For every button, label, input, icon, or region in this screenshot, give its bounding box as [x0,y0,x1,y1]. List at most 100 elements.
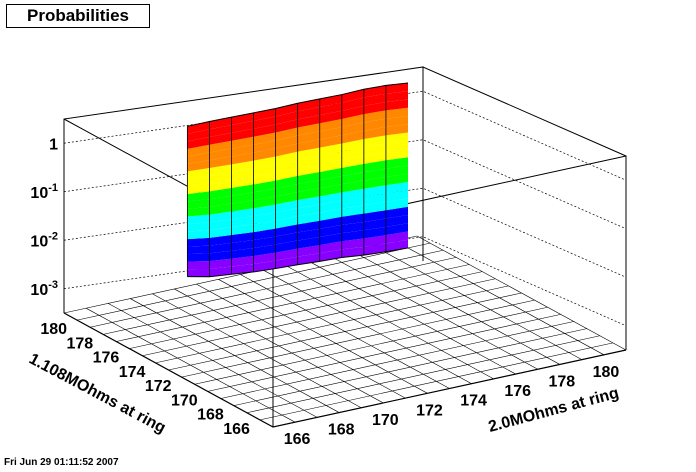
surface-band [187,121,210,134]
surface-band [231,152,254,165]
surface-band [363,93,386,106]
surface-band [297,220,320,233]
surface-band [385,124,408,136]
surface-band [341,205,364,217]
surface-band [231,240,254,251]
surface-band [209,266,232,277]
surface-band [385,107,408,119]
surface-band [341,105,364,120]
surface-band [319,192,342,205]
surface-band [231,144,254,157]
surface-band [319,110,342,124]
surface-band [341,147,364,160]
surface-band [385,181,408,194]
surface-band [363,160,386,173]
surface-band [341,130,364,144]
floor-gridline [155,285,509,364]
surface-band [209,125,232,138]
surface-band [319,224,342,237]
surface-band [209,164,232,176]
surface-band [319,216,342,229]
floor-gridline [90,249,444,328]
surface-band [385,190,408,202]
surface-band [341,89,364,103]
surface-band [341,180,364,193]
surface-band [319,200,342,213]
surface-band [363,135,386,148]
z-tick-label: 10-2 [30,230,58,250]
surface-band [297,163,320,176]
surface-band [341,155,364,168]
surface-band [297,155,320,168]
surface-band [253,220,276,233]
surface-band [187,175,210,187]
surface-band [319,233,342,246]
surface-band [297,212,320,225]
surface-ridge [187,82,409,127]
x-tick-label: 180 [593,364,620,381]
surface-band [253,212,276,225]
x-tick-label: 170 [372,412,399,429]
surface-band [209,117,232,130]
surface-band [275,183,298,197]
surface-band [341,238,364,250]
surface-band [209,195,232,207]
surface-band [187,183,210,194]
surface-band [275,224,298,237]
y-tick-label: 168 [197,407,224,424]
y-tick-label: 178 [66,335,93,352]
surface-band [341,163,364,177]
surface-base [187,247,409,278]
surface-band [253,252,276,264]
surface-band [209,203,232,215]
surface-band [385,165,408,177]
surface-band [253,108,276,121]
surface-band [385,99,408,111]
floor-gridline [262,269,472,384]
x-tick-label: 178 [548,373,575,390]
surface-band [319,167,342,181]
y-tick-label: 172 [145,378,172,395]
surface-band [253,180,276,193]
surface-band [231,128,254,141]
x-tick-label: 168 [328,422,355,439]
floor-gridline [168,292,522,371]
surface-band [385,132,408,144]
floor-gridline [129,271,483,349]
surface-band [341,97,364,111]
surface-band [275,103,298,117]
surface-band [385,140,408,152]
wall-gridline [63,90,627,181]
surface-band [187,144,210,157]
surface-band [385,231,408,244]
y-tick-label: 170 [171,392,198,409]
surface-band [253,140,276,153]
surface-band [231,200,254,212]
surface-band [341,246,364,258]
surface-band [187,245,210,255]
x-tick-label: 172 [416,402,443,419]
surface-band [275,175,298,189]
surface-band [187,137,210,149]
surface-band [297,228,320,241]
surface-band [319,176,342,189]
surface-band [385,214,408,227]
surface-band [253,148,276,161]
wall-gridline [63,187,627,278]
floor-gridline [328,254,538,370]
surface-band [363,127,386,140]
surface-band [363,118,386,131]
surface-band [363,226,386,239]
x-tick-label: 176 [504,383,531,400]
surface-band [253,196,276,209]
surface-band [363,176,386,189]
z-tick-label: 10-3 [30,279,58,299]
surface-band [319,127,342,140]
surface-band [253,116,276,129]
surface-band [275,208,298,221]
surface-band [231,208,254,220]
z-tick-exponent: -3 [48,279,58,291]
surface-band [187,199,210,210]
floor-gridline [306,259,516,375]
surface-band [187,214,210,225]
